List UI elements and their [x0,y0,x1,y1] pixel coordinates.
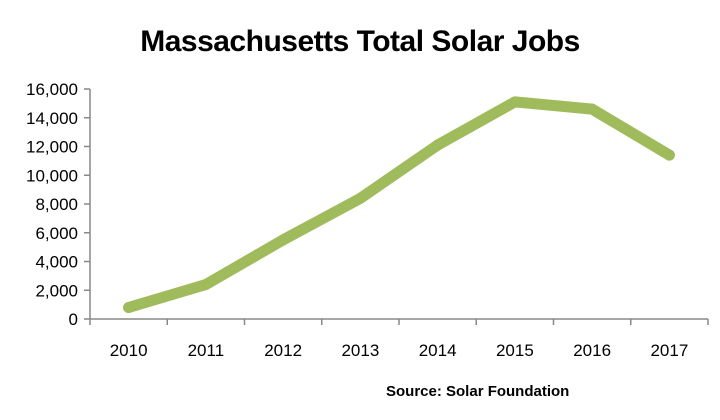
series-line [123,96,675,313]
data-point [663,149,675,161]
y-tick-label: 10,000 [26,166,78,185]
x-tick-label: 2012 [264,341,302,360]
data-point [509,96,521,108]
x-tick-label: 2016 [573,341,611,360]
y-tick-label: 12,000 [26,138,78,157]
y-tick-label: 2,000 [35,281,78,300]
data-point [354,192,366,204]
x-tick-label: 2014 [419,341,457,360]
data-point [277,234,289,246]
x-tick-label: 2011 [188,341,225,360]
data-point [586,103,598,115]
data-point [123,302,135,313]
x-tick-label: 2010 [110,341,148,360]
chart-title: Massachusetts Total Solar Jobs [140,25,580,58]
y-tick-label: 6,000 [35,224,78,243]
axes [84,88,709,325]
source-note: Source: Solar Foundation [386,383,570,400]
y-tick-label: 16,000 [26,80,78,99]
y-tick-label: 4,000 [35,253,78,272]
x-tick-label: 2015 [496,341,534,360]
x-tick-label: 2013 [341,341,379,360]
data-point [432,139,444,151]
y-tick-label: 0 [69,310,78,329]
series-lines [123,96,675,313]
data-point [200,279,212,290]
y-tick-label: 8,000 [35,195,78,214]
tick-labels: 0 2,000 4,000 6,000 8,000 10,000 12,000 14,000 1… [26,80,688,360]
x-tick-label: 2017 [650,341,688,360]
y-tick-label: 14,000 [26,109,78,128]
